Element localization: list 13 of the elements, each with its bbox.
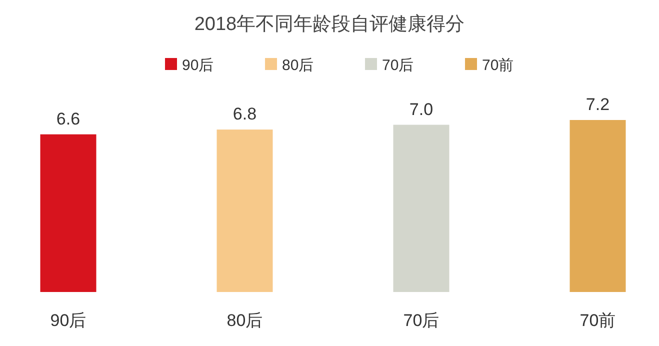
legend-label: 70前 (482, 57, 514, 74)
x-tick-label: 70后 (403, 311, 440, 330)
x-tick-label: 70前 (580, 311, 616, 330)
data-label: 7.0 (409, 100, 434, 119)
x-tick-label: 80后 (226, 311, 263, 330)
data-label: 7.2 (586, 95, 610, 114)
data-label: 6.8 (232, 104, 257, 124)
x-tick-label: 90后 (50, 311, 86, 330)
legend-label: 80后 (282, 57, 314, 74)
legend-label: 70后 (382, 57, 414, 74)
legend-label: 90后 (182, 57, 214, 74)
chart-title: 2018年不同年龄段自评健康得分 (194, 13, 465, 35)
data-label: 6.6 (56, 109, 80, 128)
